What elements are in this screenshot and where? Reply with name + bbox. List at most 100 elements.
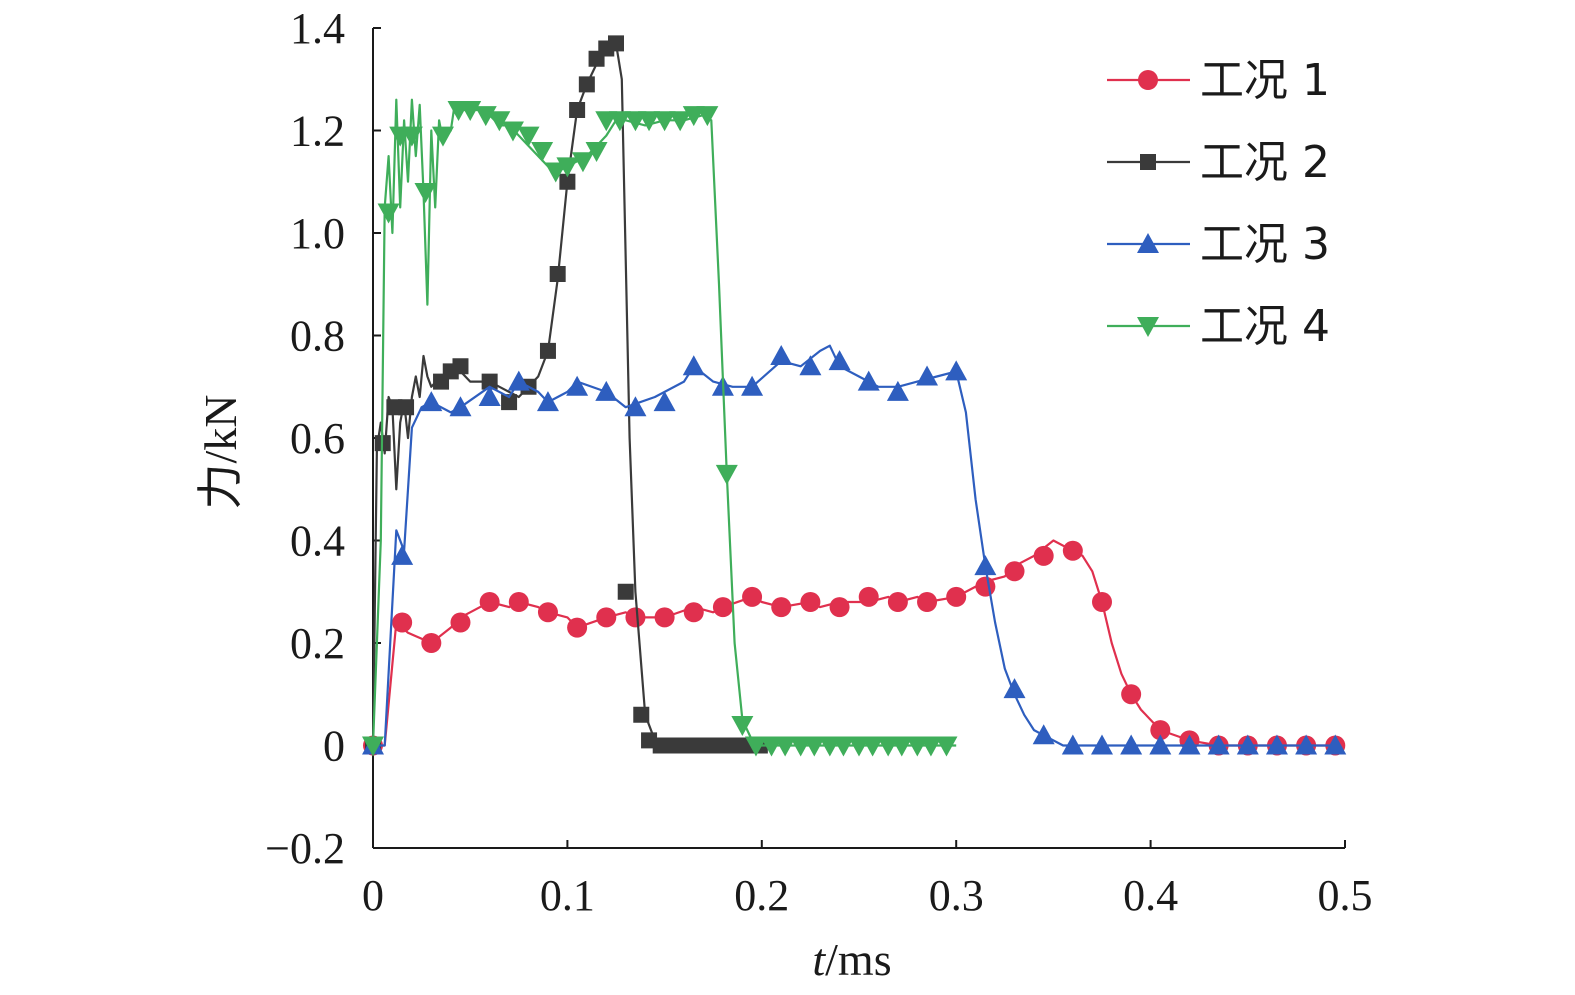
series-2-marker — [559, 173, 576, 190]
series-4-marker — [890, 736, 913, 757]
legend-label: 工况 2 — [1200, 137, 1330, 188]
series-1-marker — [917, 592, 938, 612]
series-3-marker — [507, 370, 530, 391]
series-3-marker — [682, 355, 705, 376]
series-4-line — [371, 98, 957, 747]
series-2-marker — [608, 35, 624, 52]
y-tick-label: 1.0 — [290, 209, 345, 258]
series-4-marker — [608, 111, 631, 132]
series-4-marker — [919, 736, 942, 757]
series-4-marker — [377, 203, 400, 224]
series-2-marker — [578, 76, 595, 93]
series-3-marker — [974, 555, 997, 576]
legend-label: 工况 3 — [1200, 219, 1330, 270]
series-3-marker — [857, 370, 880, 391]
series-3-marker — [1032, 724, 1055, 745]
series-3-marker — [916, 365, 939, 386]
x-tick-label: 0.5 — [1318, 871, 1373, 920]
series-1-line — [373, 539, 1336, 747]
series-4-marker — [414, 183, 437, 203]
series-2-marker — [452, 358, 469, 375]
series-3-marker — [828, 350, 851, 371]
series-1-marker — [887, 592, 908, 612]
series-4-marker — [715, 464, 738, 485]
y-tick-label: 0.8 — [290, 312, 345, 361]
series-2-marker — [398, 399, 415, 416]
series-3-marker — [595, 380, 618, 401]
series-1-marker — [421, 633, 442, 653]
series-2-marker — [711, 737, 728, 754]
series-4-marker — [653, 111, 676, 132]
series-1-marker — [829, 597, 850, 618]
series-2-marker — [652, 737, 669, 754]
series-1-marker — [567, 617, 588, 638]
series-3-marker — [449, 396, 472, 417]
series-2-marker — [549, 266, 566, 282]
series-4-marker — [832, 736, 855, 757]
series-4-marker — [501, 121, 524, 142]
series-4-marker — [400, 126, 423, 147]
legend: 工况 1 工况 2 工况 3 工况 4 — [1107, 55, 1330, 352]
y-tick-label: 1.4 — [290, 4, 345, 53]
x-tick-label: 0.3 — [929, 871, 984, 920]
x-axis-title-italic: t — [812, 934, 826, 985]
series-4-marker — [431, 126, 454, 147]
series-4-marker — [362, 736, 384, 757]
series-2-marker — [695, 737, 712, 754]
series-3-marker — [1207, 734, 1230, 755]
series-4-marker — [638, 111, 661, 132]
series-4-marker — [474, 106, 497, 127]
series-3-marker — [1120, 734, 1143, 755]
legend-marker — [1137, 233, 1159, 253]
x-tick-label: 0.2 — [734, 871, 789, 920]
legend-label: 工况 4 — [1200, 301, 1330, 352]
series-4-marker — [744, 736, 767, 757]
series-4-marker — [731, 716, 754, 736]
legend-item-3: 工况 3 — [1107, 219, 1330, 270]
series-2-marker — [666, 737, 683, 754]
series-3-marker — [1061, 734, 1084, 755]
series-1-marker — [596, 607, 617, 628]
series-1-marker — [654, 607, 675, 628]
legend-marker — [1138, 70, 1158, 90]
series-3-marker — [1003, 678, 1026, 699]
series-4-marker — [544, 162, 567, 183]
series-1-marker — [1150, 720, 1171, 741]
series-4-marker — [488, 111, 511, 132]
series-1-marker — [975, 576, 996, 597]
series-2-marker — [539, 342, 556, 359]
series-4-marker — [803, 736, 826, 757]
y-tick-label: 0.4 — [290, 517, 345, 566]
series-3-marker — [653, 391, 676, 412]
x-axis-title: t/ms — [812, 934, 891, 985]
series-4 — [362, 98, 958, 757]
y-tick-label: 0 — [323, 722, 345, 771]
series-3-marker — [1149, 734, 1172, 755]
legend-label: 工况 1 — [1200, 55, 1330, 106]
series-1-marker — [1092, 592, 1112, 612]
legend-item-4: 工况 4 — [1107, 301, 1330, 352]
series-4-marker — [531, 142, 554, 162]
series-1-marker — [479, 592, 500, 612]
series-3-marker — [945, 360, 968, 381]
series-2-marker — [724, 737, 741, 754]
series-4-marker — [669, 111, 692, 132]
series-4-marker — [459, 101, 482, 121]
series-3-marker — [799, 355, 822, 376]
legend-item-1: 工况 1 — [1107, 55, 1330, 106]
series-1-marker — [450, 612, 471, 633]
series-1-marker — [508, 592, 529, 612]
series-3-marker — [741, 375, 764, 396]
series-1-marker — [537, 602, 558, 623]
series-3-marker — [420, 391, 443, 412]
series-3-marker — [478, 386, 501, 406]
legend-item-2: 工况 2 — [1107, 137, 1330, 188]
legend-marker — [1140, 154, 1156, 170]
series-4-marker — [861, 736, 884, 757]
series-1-marker — [771, 597, 792, 618]
series-1-marker — [683, 602, 704, 623]
x-tick-label: 0 — [362, 871, 384, 920]
series-2-marker — [633, 706, 650, 723]
series-1 — [363, 539, 1346, 756]
